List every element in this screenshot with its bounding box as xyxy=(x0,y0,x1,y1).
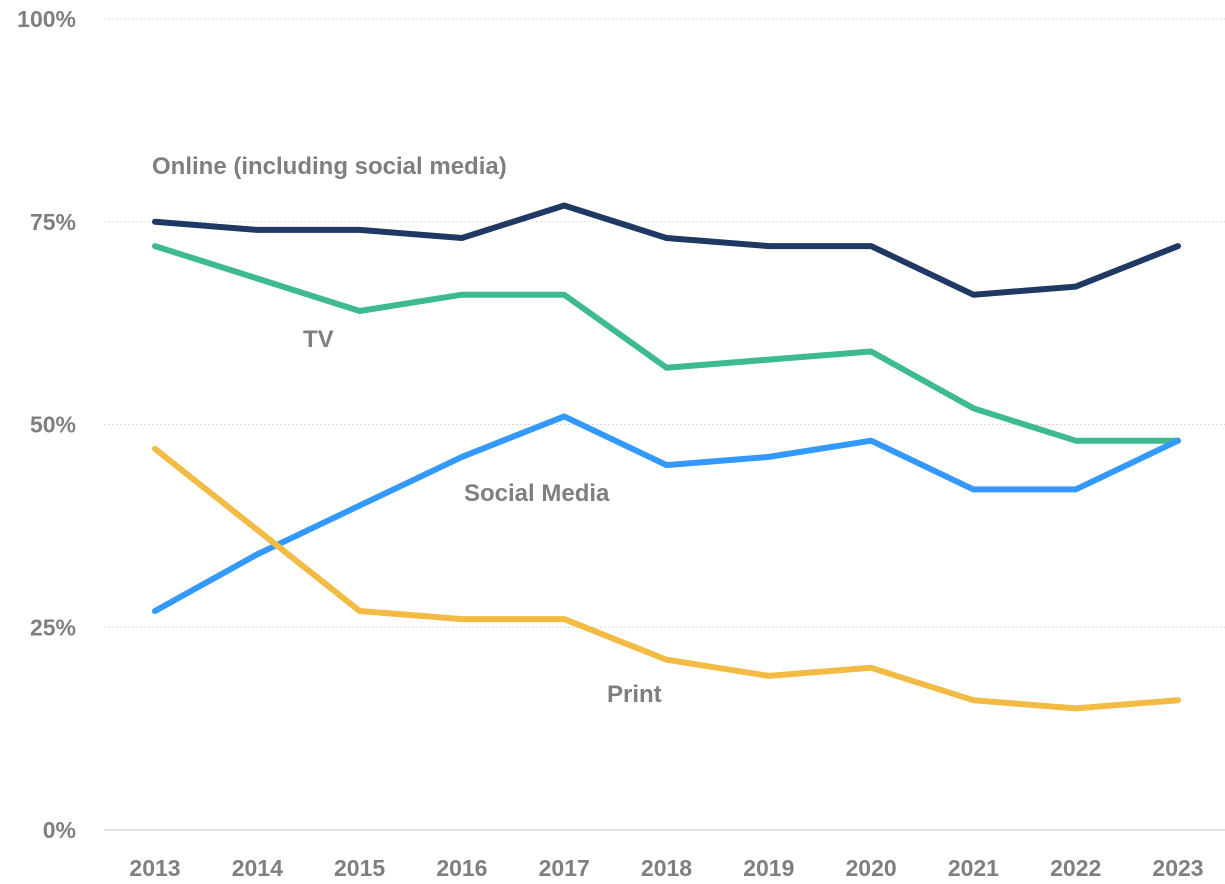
series-labels: Online (including social media) TV Socia… xyxy=(152,153,662,708)
x-tick-label: 2023 xyxy=(1152,855,1203,881)
x-axis-tick-labels: 2013 2014 2015 2016 2017 2018 2019 2020 2021 2022… xyxy=(129,855,1203,881)
y-tick-label: 50% xyxy=(30,412,76,438)
x-tick-label: 2017 xyxy=(539,855,590,881)
x-tick-label: 2021 xyxy=(948,855,999,881)
x-tick-label: 2016 xyxy=(436,855,487,881)
x-tick-label: 2019 xyxy=(743,855,794,881)
x-tick-label: 2022 xyxy=(1050,855,1101,881)
y-tick-label: 100% xyxy=(17,6,76,32)
x-tick-label: 2014 xyxy=(232,855,283,881)
series-line-online-including-social-media xyxy=(152,202,1181,298)
x-tick-label: 2020 xyxy=(846,855,897,881)
series-line-social-media xyxy=(152,413,1181,614)
series-label-tv: TV xyxy=(303,326,334,353)
series-label-online: Online (including social media) xyxy=(152,153,507,180)
series-label-social-media: Social Media xyxy=(464,480,610,507)
x-tick-label: 2015 xyxy=(334,855,385,881)
y-tick-label: 25% xyxy=(30,614,76,640)
y-tick-label: 75% xyxy=(30,209,76,235)
x-tick-label: 2018 xyxy=(641,855,692,881)
series-line-tv xyxy=(152,243,1181,444)
series-label-print: Print xyxy=(607,681,662,708)
series-line-print xyxy=(152,445,1181,712)
series-lines xyxy=(152,202,1181,712)
y-axis-tick-labels: 0% 25% 50% 75% 100% xyxy=(17,6,76,843)
x-tick-label: 2013 xyxy=(129,855,180,881)
y-tick-label: 0% xyxy=(43,817,76,843)
gridlines xyxy=(104,18,1225,831)
